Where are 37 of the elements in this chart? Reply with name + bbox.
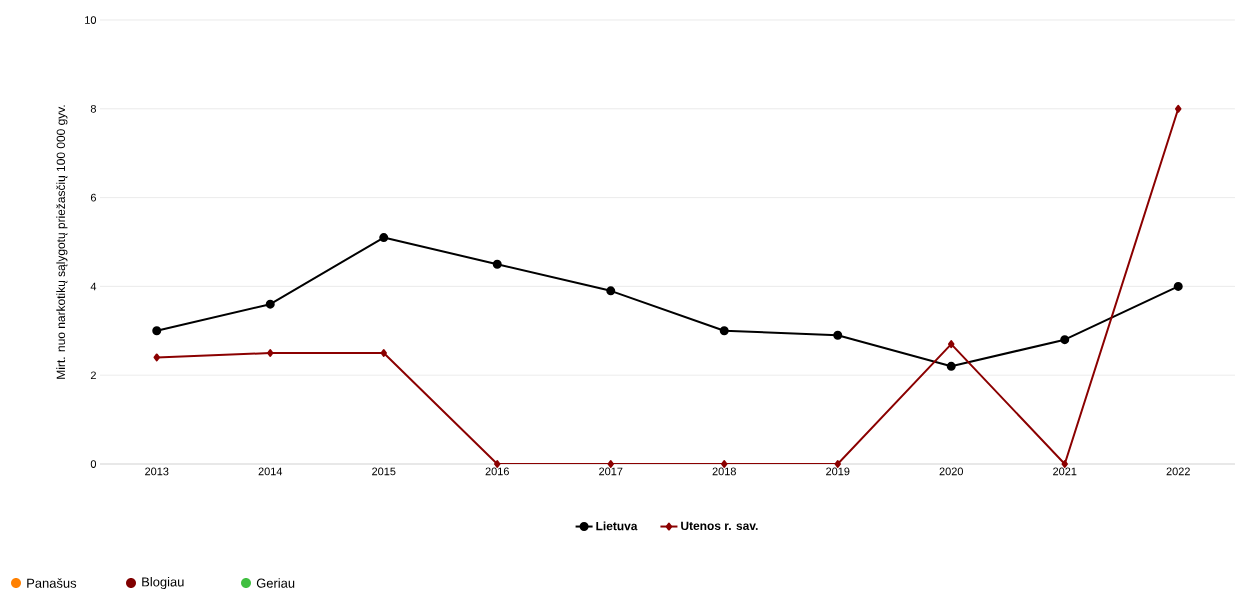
x-tick-label: 2014 [258, 467, 283, 476]
point [380, 349, 387, 357]
y-axis-title: Mirt. nuo narkotikų sąlygotų priežasčių 100 000 gyv. [56, 105, 68, 379]
x-tick-label: 2015 [372, 467, 396, 476]
text: Panašus [27, 578, 77, 588]
y-tick-label: 8 [90, 104, 96, 113]
text: Blogiau [142, 576, 184, 590]
legend-label: Utenos r. sav. [681, 521, 758, 531]
y-tick-label: 4 [90, 282, 97, 291]
x-tick-label: 2013 [145, 467, 169, 476]
point [492, 259, 502, 269]
point [719, 326, 729, 336]
x-tick-label: 2017 [599, 467, 623, 476]
y-tick-label: 2 [90, 371, 96, 380]
x-tick-label: 2021 [1053, 467, 1077, 476]
point [1174, 104, 1182, 113]
point [947, 340, 955, 349]
point [946, 361, 956, 371]
point [833, 330, 843, 340]
y-tick-label: 10 [85, 16, 97, 24]
x-tick-label: 2018 [712, 467, 736, 476]
point [153, 353, 160, 362]
point [152, 326, 162, 336]
point [1060, 335, 1070, 345]
x-tick-label: 2022 [1166, 467, 1190, 476]
y-tick-label: 6 [90, 193, 96, 202]
point [606, 286, 616, 296]
x-tick-label: 2019 [826, 467, 850, 476]
point [265, 299, 275, 309]
y-tick-label: 0 [90, 460, 97, 468]
x-tick-label: 2020 [939, 467, 963, 476]
point [1173, 281, 1183, 291]
point [267, 349, 274, 357]
point [379, 233, 389, 243]
legend-label: Lietuva [596, 521, 638, 531]
text: Geriau [256, 578, 295, 588]
x-tick-label: 2016 [485, 467, 509, 476]
